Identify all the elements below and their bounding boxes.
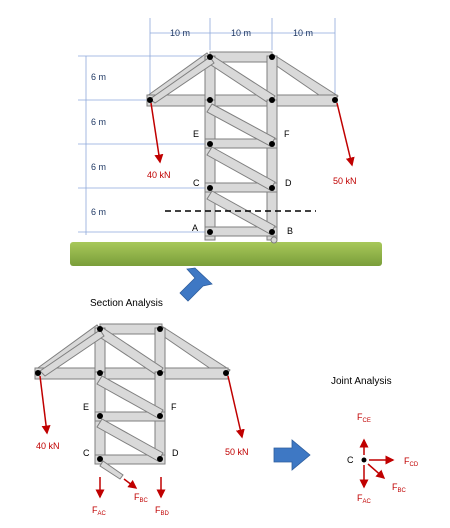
joint-label-cd: FCD [404, 456, 419, 468]
section-title: Section Analysis [90, 298, 163, 309]
section-joint-e: E [83, 402, 89, 412]
force-label-ac: FAC [92, 505, 107, 517]
process-arrow-right [273, 439, 311, 471]
dim-v-1: 6 m [91, 72, 106, 82]
force-arrow-bc [123, 478, 138, 489]
joint-label-a: A [192, 223, 198, 233]
truss-members [146, 51, 339, 241]
joint-title: Joint Analysis [331, 376, 392, 387]
dim-h-3: 10 m [293, 28, 313, 38]
section-load-arrow-right [227, 375, 245, 439]
dim-h-2: 10 m [231, 28, 251, 38]
dimension-labels: 10 m 10 m 10 m 6 m 6 m 6 m 6 m [91, 28, 313, 217]
load-label-right: 50 kN [333, 176, 357, 186]
roller-support [270, 236, 278, 244]
section-load-label-right: 50 kN [225, 447, 249, 457]
dim-v-3: 6 m [91, 162, 106, 172]
section-members [34, 323, 231, 480]
joint-label-d: D [285, 178, 292, 188]
joint-label-ce: FCE [357, 412, 371, 424]
dim-v-4: 6 m [91, 207, 106, 217]
joint-node [361, 457, 367, 463]
joint-label-c: C [193, 178, 200, 188]
joint-label-ac: FAC [357, 493, 372, 505]
section-load-arrow-left [39, 375, 51, 435]
section-joints [35, 326, 229, 462]
joint-fbd: C FCE FCD FBC FAC [347, 412, 419, 505]
joint-label-bc: FBC [392, 482, 407, 494]
force-label-bd: FBD [155, 505, 170, 517]
section-joint-d: D [172, 448, 179, 458]
joint-label-e: E [193, 129, 199, 139]
load-label-left: 40 kN [147, 170, 171, 180]
joint-label-b: B [287, 226, 293, 236]
dim-v-2: 6 m [91, 117, 106, 127]
joint-arrow-bc [367, 463, 386, 479]
section-joint-c: C [83, 448, 90, 458]
force-label-bc: FBC [134, 492, 149, 504]
ground [70, 242, 382, 266]
joint-node-label: C [347, 455, 354, 465]
section-load-label-left: 40 kN [36, 441, 60, 451]
dimension-lines [78, 18, 336, 235]
section-truss: E F C D 40 kN 50 kN FAC FBC FBD [34, 323, 249, 517]
load-arrow-left [150, 102, 164, 164]
dim-h-1: 10 m [170, 28, 190, 38]
joint-label-f: F [284, 129, 290, 139]
process-arrow-down [179, 267, 213, 302]
truss-joints [147, 54, 338, 235]
section-joint-f: F [171, 402, 177, 412]
full-truss: 10 m 10 m 10 m 6 m 6 m 6 m 6 m [70, 18, 382, 266]
load-arrow-right [336, 102, 355, 167]
